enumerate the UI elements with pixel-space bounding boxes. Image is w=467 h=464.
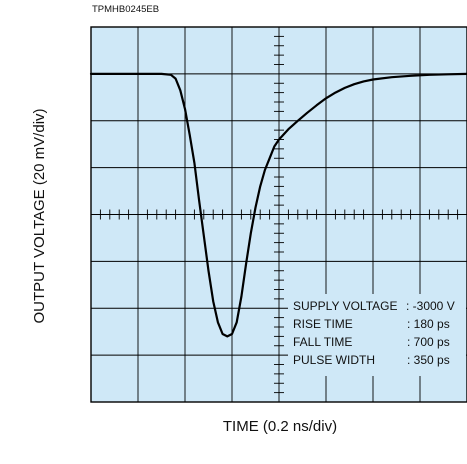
annotation-value: : 180 ps (407, 317, 450, 331)
annotation-value: : 350 ps (407, 353, 450, 367)
annotation-label: PULSE WIDTH (293, 353, 375, 367)
plot-frame (90, 26, 467, 403)
figure-id: TPMHB0245EB (92, 4, 159, 15)
oscilloscope-plot: SUPPLY VOLTAGE : -3000 V RISE TIME : 180 ps… (89, 26, 467, 403)
center-axis-ticks (99, 35, 459, 394)
annotation-value: : -3000 V (406, 299, 455, 313)
x-axis-label: TIME (0.2 ns/div) (223, 418, 337, 435)
annotation-box (288, 294, 466, 376)
y-axis-label: OUTPUT VOLTAGE (20 mV/div) (31, 108, 48, 323)
measurement-annotations: SUPPLY VOLTAGE : -3000 V RISE TIME : 180 ps… (288, 294, 466, 376)
output-pulse-trace (89, 72, 467, 338)
annotation-value: : 700 ps (407, 335, 450, 349)
annotation-label: SUPPLY VOLTAGE (293, 299, 397, 313)
annotation-label: FALL TIME (293, 335, 352, 349)
annotation-label: RISE TIME (293, 317, 353, 331)
